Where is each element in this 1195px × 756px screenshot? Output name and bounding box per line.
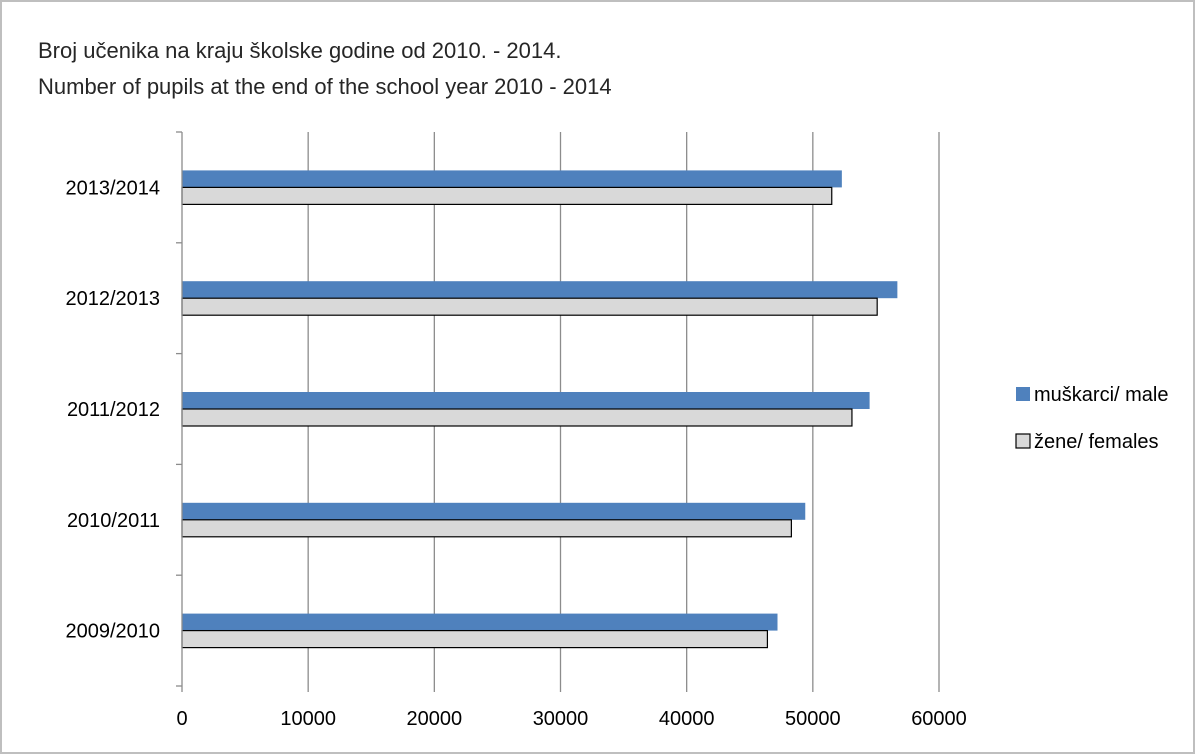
bar-male <box>182 281 898 299</box>
bar-female <box>181 297 878 316</box>
x-tick-label: 40000 <box>659 708 715 730</box>
bar-male <box>182 502 806 520</box>
y-tick-label: 2010/2011 <box>67 510 160 532</box>
x-tick-label: 30000 <box>533 708 589 730</box>
bar-female <box>181 186 833 205</box>
y-tick-label: 2009/2010 <box>65 621 160 643</box>
chart-subtitle: Number of pupils at the end of the schoo… <box>38 74 612 99</box>
bar-female <box>181 629 769 649</box>
bar-female <box>181 519 792 538</box>
x-tick-label: 0 <box>176 708 187 730</box>
legend: muškarci/ male žene/ females <box>1015 384 1168 453</box>
chart-title: Broj učenika na kraju školske godine od … <box>38 38 561 63</box>
y-tick-label: 2013/2014 <box>65 177 160 199</box>
y-tick-label: 2011/2012 <box>67 399 160 421</box>
x-tick-label: 60000 <box>911 708 967 730</box>
bar-male <box>182 170 842 188</box>
bars <box>181 170 898 649</box>
legend-swatch <box>1016 387 1030 401</box>
legend-swatch <box>1015 433 1031 449</box>
x-tick-label: 20000 <box>407 708 463 730</box>
x-tick-label: 50000 <box>785 708 841 730</box>
x-tick-label: 10000 <box>280 708 336 730</box>
y-tick-label: 2012/2013 <box>65 288 160 310</box>
axes: 0 10000 20000 30000 40000 50000 60000 2009/2010… <box>65 131 967 730</box>
legend-label: žene/ females <box>1034 431 1159 453</box>
bar-female <box>181 408 853 427</box>
bar-male <box>182 392 870 409</box>
legend-label: muškarci/ male <box>1034 384 1168 406</box>
bar-male <box>182 613 778 631</box>
